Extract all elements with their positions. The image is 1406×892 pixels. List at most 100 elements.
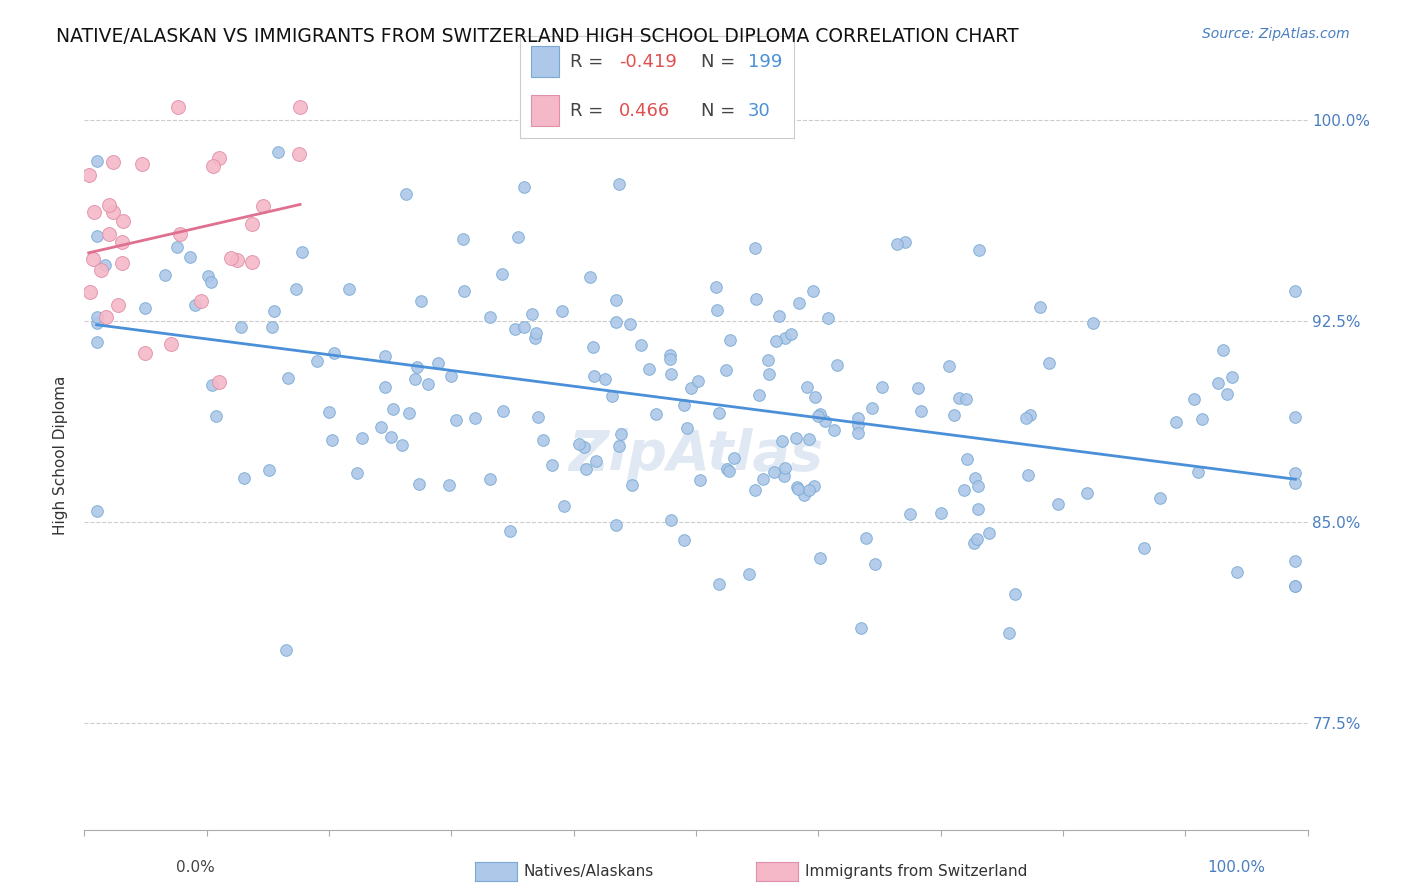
- Point: [380, 430, 402, 444]
- Point: [756, 353, 779, 368]
- Point: [183, 298, 205, 312]
- Point: [673, 398, 696, 412]
- Point: [77, 168, 100, 182]
- Point: [645, 407, 668, 421]
- Point: [398, 406, 420, 420]
- Point: [479, 472, 502, 486]
- Point: [846, 410, 869, 425]
- Point: [287, 146, 309, 161]
- Point: [1284, 475, 1306, 490]
- Point: [374, 379, 396, 393]
- Point: [201, 378, 224, 392]
- Point: [630, 337, 652, 351]
- Point: [770, 434, 793, 448]
- Point: [709, 406, 731, 420]
- Text: Source: ZipAtlas.com: Source: ZipAtlas.com: [1202, 27, 1350, 41]
- Point: [707, 577, 730, 591]
- Point: [240, 217, 263, 231]
- Point: [262, 320, 284, 334]
- Point: [799, 483, 821, 497]
- Point: [773, 461, 796, 475]
- Point: [1220, 370, 1243, 384]
- Point: [846, 426, 869, 441]
- Point: [1284, 554, 1306, 568]
- Point: [609, 439, 631, 453]
- Point: [966, 501, 988, 516]
- Point: [219, 251, 242, 265]
- Point: [1182, 392, 1205, 406]
- Point: [267, 145, 290, 159]
- Point: [752, 472, 775, 486]
- Point: [1038, 356, 1060, 370]
- Point: [907, 381, 929, 395]
- Point: [79, 285, 101, 300]
- Point: [550, 304, 572, 318]
- Point: [252, 198, 274, 212]
- Point: [860, 401, 883, 415]
- Point: [1081, 317, 1104, 331]
- Point: [1076, 485, 1098, 500]
- Point: [97, 227, 120, 242]
- Point: [575, 462, 598, 476]
- Point: [910, 403, 932, 417]
- Point: [966, 532, 988, 546]
- Point: [762, 465, 785, 479]
- Point: [979, 526, 1001, 541]
- Point: [101, 204, 124, 219]
- Point: [718, 334, 741, 348]
- Point: [531, 434, 554, 448]
- Point: [200, 275, 222, 289]
- Point: [90, 263, 112, 277]
- Point: [179, 250, 201, 264]
- Point: [744, 241, 766, 255]
- Point: [952, 483, 974, 497]
- Point: [1206, 376, 1229, 390]
- Point: [391, 437, 413, 451]
- Point: [541, 458, 564, 472]
- Point: [963, 535, 986, 549]
- Point: [440, 368, 463, 383]
- Point: [846, 417, 869, 432]
- Text: N =: N =: [702, 102, 741, 120]
- Point: [1212, 343, 1234, 358]
- Point: [464, 411, 486, 425]
- Point: [609, 426, 631, 441]
- Point: [492, 403, 515, 417]
- Point: [870, 380, 893, 394]
- Point: [111, 255, 134, 269]
- Point: [86, 335, 108, 350]
- Y-axis label: High School Diploma: High School Diploma: [53, 376, 69, 534]
- Point: [572, 440, 595, 454]
- Text: N =: N =: [702, 53, 741, 70]
- Point: [134, 301, 156, 316]
- Point: [352, 431, 374, 445]
- Point: [240, 255, 263, 269]
- Point: [659, 513, 682, 527]
- Point: [969, 243, 991, 257]
- Point: [585, 453, 607, 467]
- Point: [1284, 285, 1306, 299]
- Point: [1019, 408, 1042, 422]
- Point: [605, 315, 627, 329]
- Point: [439, 477, 461, 491]
- Point: [863, 557, 886, 571]
- Point: [263, 304, 285, 318]
- Point: [855, 531, 877, 545]
- Point: [803, 390, 825, 404]
- Point: [886, 237, 908, 252]
- Point: [503, 321, 526, 335]
- Point: [322, 346, 344, 360]
- Point: [520, 307, 543, 321]
- Point: [723, 450, 745, 465]
- Point: [134, 346, 156, 360]
- Point: [1132, 541, 1154, 555]
- Point: [159, 336, 181, 351]
- Point: [568, 437, 591, 451]
- Point: [276, 643, 298, 657]
- Text: 100.0%: 100.0%: [1208, 860, 1265, 874]
- Point: [321, 433, 343, 447]
- Point: [745, 292, 768, 306]
- Point: [370, 419, 392, 434]
- Point: [526, 100, 548, 114]
- Point: [94, 310, 117, 325]
